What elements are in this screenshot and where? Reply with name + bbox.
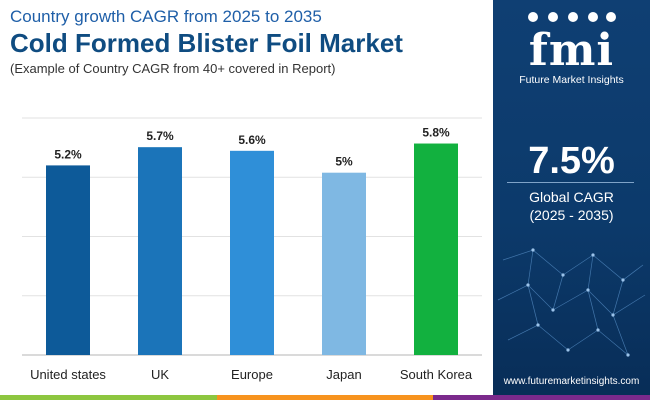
footer-segment-orange — [216, 395, 434, 400]
logo-dot-icon — [588, 12, 598, 22]
x-tick-label: South Korea — [400, 367, 473, 382]
chart-subtitle: Country growth CAGR from 2025 to 2035 — [10, 7, 322, 26]
x-tick-label: Japan — [326, 367, 361, 382]
global-cagr-label: Global CAGR — [529, 189, 614, 205]
bar — [414, 143, 458, 355]
logo-icons — [528, 12, 616, 22]
sidebar-divider — [507, 182, 634, 183]
footer-color-strip — [0, 395, 650, 400]
data-label: 5.7% — [146, 129, 174, 143]
bar — [230, 150, 274, 355]
bar — [46, 165, 90, 355]
logo-dot-icon — [528, 12, 538, 22]
website-url: www.futuremarketinsights.com — [503, 376, 640, 387]
logo-mark: fmi — [528, 25, 615, 76]
logo-dot-icon — [606, 12, 616, 22]
data-label: 5% — [335, 155, 353, 169]
chart-note: (Example of Country CAGR from 40+ covere… — [10, 61, 336, 76]
logo-dot-icon — [548, 12, 558, 22]
sidebar-panel: fmi Future Market Insights 7.5% Global C… — [493, 0, 650, 400]
bar — [322, 172, 366, 355]
logo-dot-icon — [568, 12, 578, 22]
fmi-logo: fmi Future Market Insights — [493, 10, 650, 86]
x-tick-label: UK — [151, 367, 169, 382]
bar — [138, 147, 182, 355]
bar-chart: 5.2% United states 5.7% UK 5.6% Europe 5% Japan… — [22, 117, 482, 382]
global-cagr-period: (2025 - 2035) — [529, 207, 614, 223]
logo-text: Future Market Insights — [519, 74, 624, 86]
footer-segment-green — [0, 395, 217, 400]
data-label: 5.6% — [238, 133, 266, 147]
chart-title: Cold Formed Blister Foil Market — [10, 28, 403, 58]
chart-header: Country growth CAGR from 2025 to 2035 Co… — [10, 6, 490, 78]
network-decoration — [497, 248, 646, 357]
footer-segment-purple — [433, 395, 650, 400]
global-cagr-value: 7.5% — [528, 140, 615, 182]
data-label: 5.8% — [422, 126, 450, 140]
data-label: 5.2% — [54, 147, 82, 161]
x-tick-label: United states — [30, 367, 106, 382]
x-tick-label: Europe — [231, 367, 273, 382]
